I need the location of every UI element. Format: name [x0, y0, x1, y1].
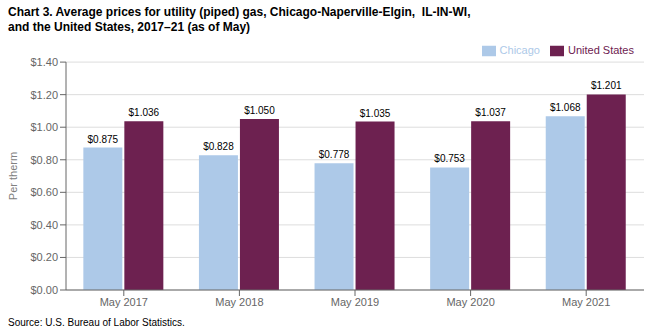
svg-text:$1.036: $1.036: [129, 107, 160, 118]
svg-text:$1.40: $1.40: [30, 56, 58, 68]
svg-text:May 2021: May 2021: [562, 296, 610, 308]
svg-text:$1.00: $1.00: [30, 121, 58, 133]
svg-text:$0.40: $0.40: [30, 219, 58, 231]
html-text:Chart 3. Average prices for ut: Chart 3. Average prices for utility (pip…: [8, 5, 471, 19]
svg-text:$0.60: $0.60: [30, 186, 58, 198]
html-text:United States: United States: [568, 44, 634, 56]
svg-text:$0.778: $0.778: [319, 149, 350, 160]
svg-text:$1.035: $1.035: [360, 108, 391, 119]
svg-text:Per therm: Per therm: [8, 152, 19, 200]
svg-text:$0.828: $0.828: [203, 141, 234, 152]
svg-text:May 2019: May 2019: [331, 296, 379, 308]
svg-text:$1.037: $1.037: [475, 107, 506, 118]
svg-text:May 2018: May 2018: [215, 296, 263, 308]
svg-text:$0.875: $0.875: [88, 134, 119, 145]
svg-text:$0.753: $0.753: [434, 153, 465, 164]
html-text:Source: U.S. Bureau of Labor S: Source: U.S. Bureau of Labor Statistics.: [8, 317, 185, 328]
svg-text:May 2020: May 2020: [446, 296, 494, 308]
svg-text:May 2017: May 2017: [100, 296, 148, 308]
html-text:Chicago: Chicago: [499, 44, 540, 56]
svg-text:$0.80: $0.80: [30, 154, 58, 166]
svg-text:$1.050: $1.050: [244, 105, 275, 116]
html-text:and the United States, 2017–21: and the United States, 2017–21 (as of Ma…: [8, 20, 251, 34]
svg-text:$1.068: $1.068: [550, 102, 581, 113]
svg-text:$1.201: $1.201: [591, 80, 622, 91]
svg-text:$0.00: $0.00: [30, 284, 58, 296]
svg-text:$0.20: $0.20: [30, 251, 58, 263]
svg-text:$1.20: $1.20: [30, 89, 58, 101]
